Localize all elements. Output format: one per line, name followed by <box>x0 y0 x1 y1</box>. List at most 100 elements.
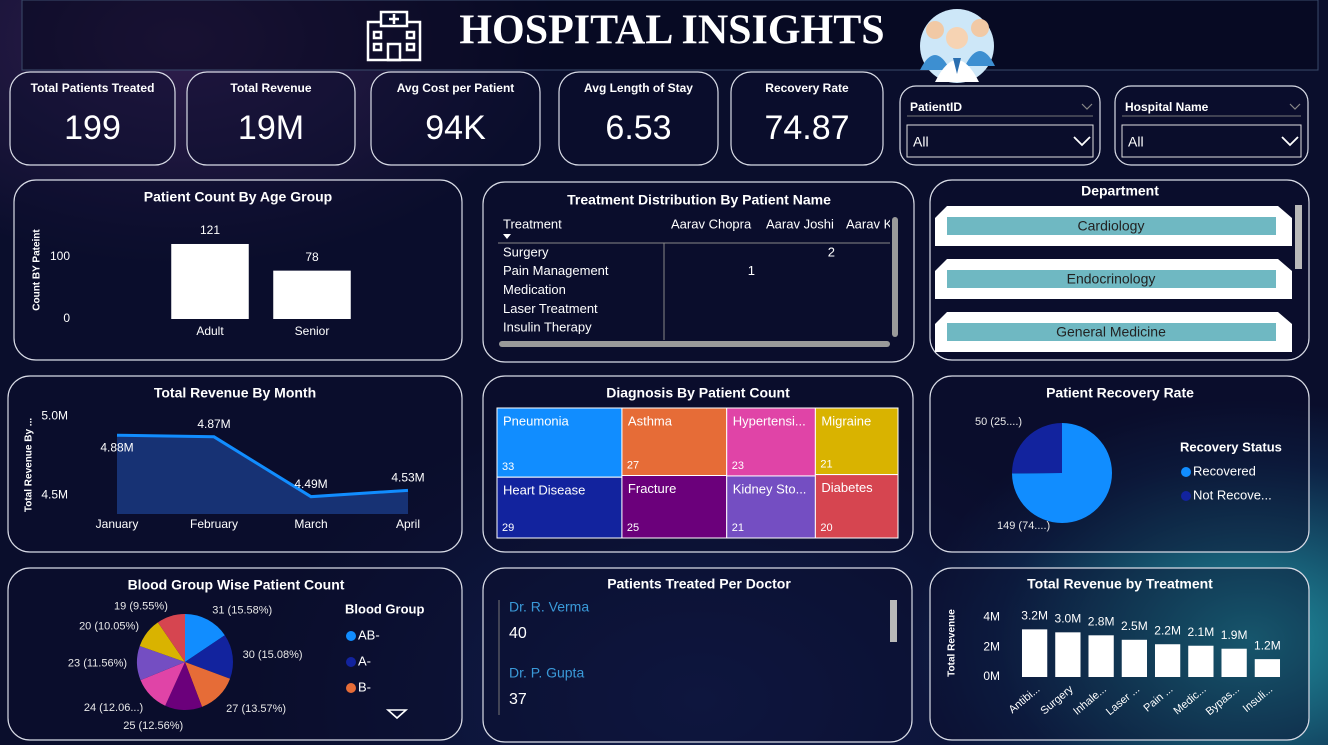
area <box>117 435 408 514</box>
legend-label: AB- <box>358 627 380 642</box>
bar <box>1188 645 1214 677</box>
pie-slice[interactable] <box>1012 423 1062 474</box>
x-tick-label: February <box>190 517 238 531</box>
pie-slice[interactable] <box>165 662 203 710</box>
department-bar <box>947 270 1276 288</box>
tile-label: Heart Disease <box>503 483 585 498</box>
x-tick-label: Senior <box>295 324 330 338</box>
treemap-tile[interactable] <box>814 474 899 539</box>
legend-marker <box>346 631 356 641</box>
panel-title: Blood Group Wise Patient Count <box>128 577 345 593</box>
pie-slice[interactable] <box>1012 423 1112 523</box>
table-header: Treatment <box>503 216 562 231</box>
table-header: Aarav Chopra <box>671 216 752 231</box>
legend-scroll[interactable] <box>385 709 409 720</box>
tile-value: 21 <box>732 522 744 534</box>
data-label: 1.2M <box>1254 638 1281 652</box>
data-label: 4.49M <box>294 477 327 491</box>
slicer-dropdown[interactable] <box>906 124 1094 158</box>
department-label: General Medicine <box>1056 324 1166 340</box>
data-label: 30 (15.08%) <box>243 649 303 661</box>
tile-label: Diabetes <box>821 480 873 495</box>
pie-slice[interactable] <box>140 662 185 706</box>
doctors-icon <box>920 9 995 83</box>
bar <box>1088 635 1114 677</box>
panel <box>730 71 884 166</box>
table-cell: Medication <box>503 282 566 297</box>
scrollbar <box>499 341 890 347</box>
treemap-tile[interactable] <box>621 475 728 539</box>
y-axis-label: Count BY Pateint <box>32 229 43 311</box>
bar <box>1221 648 1247 677</box>
data-label: 25 (12.56%) <box>123 720 183 732</box>
pie-slice[interactable] <box>185 614 225 662</box>
data-label: 50 (25....) <box>975 416 1022 428</box>
legend-marker <box>1181 467 1191 477</box>
data-label: 31 (15.58%) <box>212 605 272 617</box>
table-cell: 1 <box>748 263 755 278</box>
legend-marker <box>1181 491 1191 501</box>
tile-label: Fracture <box>628 481 676 496</box>
kpi-value: 74.87 <box>764 109 849 147</box>
tile-label: Pneumonia <box>503 413 570 428</box>
kpi-value: 19M <box>238 109 304 147</box>
bar <box>1021 629 1048 677</box>
doctor-count: 37 <box>509 691 527 708</box>
bar <box>1254 659 1281 677</box>
bar <box>171 243 249 319</box>
data-label: 20 (10.05%) <box>79 621 139 633</box>
department-label: Cardiology <box>1078 218 1145 234</box>
kpi-label: Total Revenue <box>230 81 311 95</box>
data-label: 2.2M <box>1154 623 1181 637</box>
panel-title: Patient Count By Age Group <box>144 189 332 205</box>
treemap-tile[interactable] <box>814 407 899 476</box>
bar <box>1154 644 1181 677</box>
pie-slice[interactable] <box>157 614 185 662</box>
bar <box>1121 639 1148 677</box>
hospital-icon <box>366 10 422 62</box>
doctor-name: Dr. R. Verma <box>509 599 589 615</box>
slicer-label: PatientID <box>910 100 962 114</box>
panel-title: Treatment Distribution By Patient Name <box>567 192 831 208</box>
y-tick-label: 0M <box>983 669 1000 683</box>
tile-label: Asthma <box>628 413 673 428</box>
tile-label: Kidney Sto... <box>733 481 807 496</box>
pie-slice[interactable] <box>185 635 234 679</box>
x-tick-label: Adult <box>196 324 224 338</box>
slicer-chevron <box>1289 103 1301 110</box>
panel <box>370 71 541 166</box>
bar <box>1055 632 1081 677</box>
kpi-value: 199 <box>64 109 121 147</box>
y-tick-label: 100 <box>50 249 70 263</box>
tile-value: 20 <box>820 522 832 534</box>
treemap-tile[interactable] <box>496 407 623 478</box>
slicer-dropdown[interactable] <box>1121 124 1302 158</box>
tile-value: 27 <box>627 459 639 471</box>
header-band <box>21 0 1319 71</box>
doctor-name: Dr. P. Gupta <box>509 665 584 681</box>
kpi-label: Avg Length of Stay <box>584 81 693 95</box>
panel <box>482 567 913 743</box>
line <box>116 433 409 499</box>
panel-title: Total Revenue by Treatment <box>1027 576 1213 592</box>
pie-slice[interactable] <box>185 662 231 707</box>
data-label: 3.0M <box>1055 612 1082 626</box>
panel-title: Patient Recovery Rate <box>1046 385 1194 401</box>
pie-slice[interactable] <box>139 622 185 662</box>
pie-slice[interactable] <box>137 646 185 681</box>
panel <box>929 567 1310 741</box>
legend-marker <box>346 683 356 693</box>
department-bar <box>947 217 1276 235</box>
table-cell: Surgery <box>503 244 549 259</box>
treemap-tile[interactable] <box>496 476 623 539</box>
legend-title: Recovery Status <box>1180 439 1282 454</box>
treemap-tile[interactable] <box>621 407 728 476</box>
data-label: 24 (12.06...) <box>84 702 143 714</box>
panel-title: Department <box>1081 183 1159 199</box>
legend-label: A- <box>358 653 371 668</box>
table-header: Aarav K <box>846 216 893 231</box>
data-label: 2.1M <box>1188 625 1215 639</box>
x-tick-label: March <box>294 517 327 531</box>
